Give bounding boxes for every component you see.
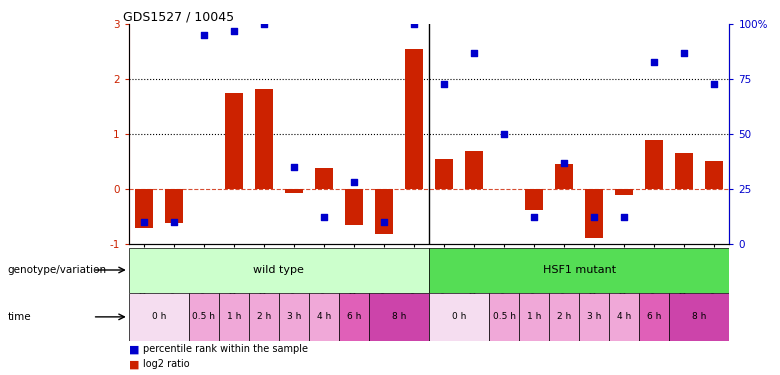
Point (317, 214, 330, 220)
Bar (519, 292, 549, 341)
Bar (429, 248, 729, 292)
Point (648, 58, 661, 64)
Text: HSF1 mutant: HSF1 mutant (543, 265, 615, 275)
Bar (489, 292, 519, 341)
Text: time: time (8, 312, 31, 322)
Point (408, 21, 420, 27)
Text: percentile rank within the sample: percentile rank within the sample (143, 344, 308, 354)
Bar (189, 292, 218, 341)
Bar (585, 189, 603, 238)
Text: 1 h: 1 h (527, 312, 541, 321)
Bar (429, 292, 489, 341)
Text: 6 h: 6 h (647, 312, 661, 321)
Bar (285, 189, 303, 193)
Text: ■: ■ (129, 344, 139, 354)
Point (257, 21, 270, 27)
Text: 6 h: 6 h (347, 312, 361, 321)
Point (378, 219, 390, 225)
Bar (218, 292, 249, 341)
Point (468, 50, 480, 56)
Point (528, 214, 541, 220)
Text: ■: ■ (129, 359, 139, 369)
Bar (165, 189, 183, 223)
Bar (309, 292, 339, 341)
Bar (549, 292, 579, 341)
Point (588, 214, 601, 220)
Bar (525, 189, 543, 210)
Text: 0.5 h: 0.5 h (193, 312, 215, 321)
Point (558, 160, 570, 166)
Text: 0 h: 0 h (151, 312, 166, 321)
Point (228, 28, 240, 34)
Point (197, 32, 210, 38)
Bar (255, 89, 273, 189)
Bar (640, 292, 669, 341)
Bar (675, 153, 693, 189)
Text: 8 h: 8 h (692, 312, 707, 321)
Bar (129, 248, 429, 292)
Point (348, 179, 360, 185)
Text: 0.5 h: 0.5 h (493, 312, 516, 321)
Text: log2 ratio: log2 ratio (143, 359, 190, 369)
Point (137, 219, 150, 225)
Bar (705, 162, 723, 189)
Text: 8 h: 8 h (392, 312, 406, 321)
Text: wild type: wild type (254, 265, 304, 275)
Point (498, 131, 510, 137)
Bar (345, 189, 363, 225)
Bar (405, 49, 423, 189)
Text: 4 h: 4 h (317, 312, 331, 321)
Bar (129, 292, 189, 341)
Bar (555, 164, 573, 189)
Bar (615, 189, 633, 195)
Text: genotype/variation: genotype/variation (8, 265, 107, 275)
Text: 0 h: 0 h (452, 312, 466, 321)
Point (288, 164, 300, 170)
Text: GDS1527 / 10045: GDS1527 / 10045 (122, 10, 234, 23)
Text: 2 h: 2 h (257, 312, 271, 321)
Text: 3 h: 3 h (587, 312, 601, 321)
Bar (375, 189, 393, 234)
Bar (315, 168, 333, 189)
Bar (645, 140, 663, 189)
Bar (369, 292, 429, 341)
Bar (135, 189, 153, 228)
Text: 3 h: 3 h (287, 312, 301, 321)
Point (168, 219, 180, 225)
Point (438, 81, 450, 87)
Bar (435, 159, 453, 189)
Text: 2 h: 2 h (557, 312, 571, 321)
Bar (249, 292, 279, 341)
Point (708, 81, 721, 87)
Text: 1 h: 1 h (227, 312, 241, 321)
Point (618, 214, 630, 220)
Bar (609, 292, 640, 341)
Bar (225, 93, 243, 189)
Point (678, 50, 690, 56)
Bar (465, 150, 483, 189)
Bar (279, 292, 309, 341)
Bar (669, 292, 729, 341)
Bar (339, 292, 369, 341)
Bar (580, 292, 609, 341)
Text: 4 h: 4 h (617, 312, 631, 321)
